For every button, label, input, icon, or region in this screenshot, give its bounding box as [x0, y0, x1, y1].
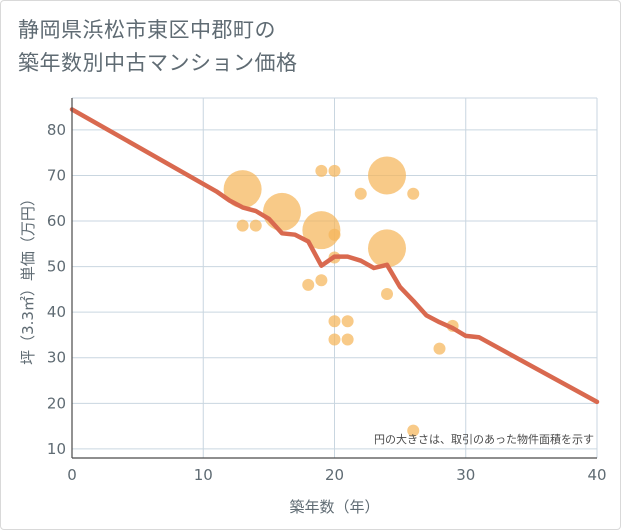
- y-tick-label-10: 10: [47, 440, 66, 458]
- bubble-12: [328, 333, 341, 346]
- bubble-4: [302, 278, 315, 291]
- bubble-9: [328, 228, 341, 241]
- y-tick-label-30: 30: [47, 349, 66, 367]
- y-tick-label-60: 60: [47, 212, 66, 230]
- chart-title-line-2: 築年数別中古マンション価格: [18, 51, 298, 75]
- bubble-16: [368, 156, 406, 195]
- chart-title-line-1: 静岡県浜松市東区中郡町の: [18, 18, 276, 42]
- x-tick-label-40: 40: [587, 466, 606, 484]
- bubble-17: [368, 229, 406, 268]
- bubble-6: [302, 211, 341, 250]
- bubble-8: [328, 164, 341, 177]
- bubble-18: [381, 287, 393, 300]
- size-note: 円の大きさは、取引のあった物件面積を示す: [374, 432, 594, 446]
- bubble-11: [328, 315, 341, 328]
- x-tick-label-30: 30: [456, 466, 475, 484]
- bubble-20: [407, 424, 420, 437]
- y-tick-label-20: 20: [47, 394, 66, 412]
- bubble-21: [433, 342, 446, 355]
- axes: [71, 98, 597, 459]
- bubble-3: [263, 192, 301, 231]
- bubble-19: [407, 187, 420, 200]
- bubble-2: [249, 219, 262, 232]
- trend-line: [69, 107, 600, 405]
- bubble-0: [223, 170, 262, 209]
- bubble-15: [354, 187, 367, 200]
- x-tick-label-10: 10: [194, 466, 213, 484]
- bubble-5: [315, 164, 328, 177]
- x-axis-label: 築年数（年）: [289, 498, 379, 516]
- chart-title: 静岡県浜松市東区中郡町の 築年数別中古マンション価格: [18, 14, 298, 80]
- y-tick-label-70: 70: [47, 166, 66, 184]
- y-tick-label-80: 80: [47, 121, 66, 139]
- x-tick-label-20: 20: [325, 466, 344, 484]
- x-tick-label-0: 0: [67, 466, 77, 484]
- y-tick-label-50: 50: [47, 258, 66, 276]
- bubble-14: [341, 333, 354, 346]
- bubble-13: [341, 315, 354, 328]
- bubble-7: [315, 274, 328, 287]
- bubble-1: [236, 219, 249, 232]
- y-axis-label: 坪（3.3㎡）単価（万円）: [19, 191, 37, 365]
- y-tick-label-40: 40: [47, 303, 66, 321]
